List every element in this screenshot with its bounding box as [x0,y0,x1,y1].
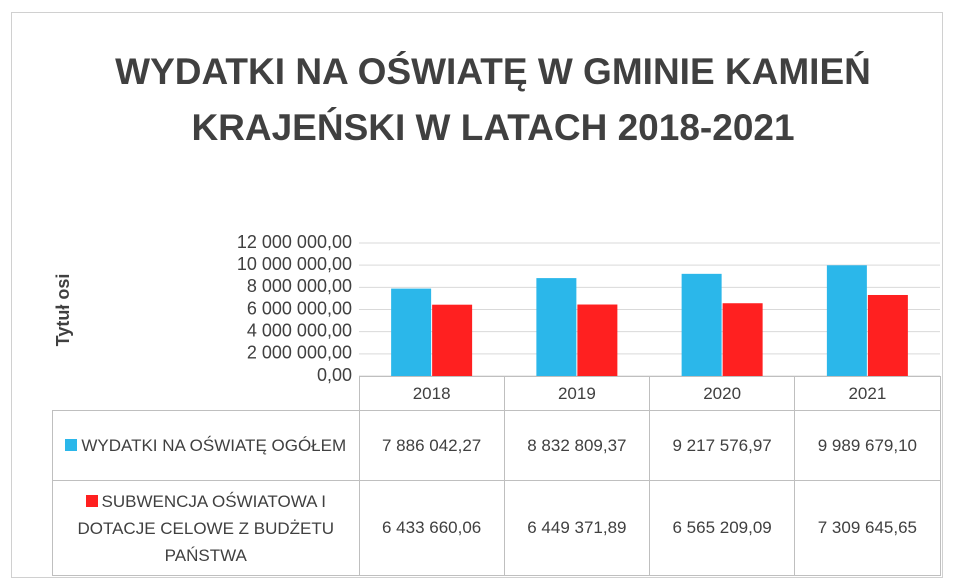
table-value: 8 832 809,37 [503,410,651,481]
table-row: SUBWENCJA OŚWIATOWA I DOTACJE CELOWE Z B… [52,480,941,576]
x-tick-label: 2018 [358,376,505,411]
bar [826,265,867,376]
y-tick-label: 12 000 000,00 [237,232,352,252]
chart-title: WYDATKI NA OŚWIATĘ W GMINIE KAMIEŃ KRAJE… [115,51,871,148]
x-tick-label: 2020 [648,376,796,411]
legend-swatch [85,494,98,507]
bar [681,273,722,376]
table-corner [52,376,360,411]
table-value: 7 309 645,65 [794,480,941,576]
y-tick-label: 4 000 000,00 [247,320,352,340]
y-tick-label: 2 000 000,00 [247,343,352,363]
table-value: 9 989 679,10 [794,410,941,481]
legend-label: WYDATKI NA OŚWIATĘ OGÓŁEM [81,436,347,455]
y-tick-label: 6 000 000,00 [247,298,352,318]
bar [391,288,432,376]
x-tick-label: 2019 [503,376,651,411]
table-value: 6 565 209,09 [648,480,796,576]
y-tick-label: 10 000 000,00 [237,254,352,274]
legend-cell: SUBWENCJA OŚWIATOWA I DOTACJE CELOWE Z B… [52,480,360,576]
table-value: 6 433 660,06 [358,480,505,576]
bar [432,304,473,376]
y-axis-label: Tytuł osi [53,274,73,347]
table-value: 9 217 576,97 [648,410,796,481]
legend-label: SUBWENCJA OŚWIATOWA I DOTACJE CELOWE Z B… [77,491,335,565]
bar [722,303,763,376]
bar [536,278,577,376]
table-row: WYDATKI NA OŚWIATĘ OGÓŁEM 7 886 042,27 8 8… [52,410,941,481]
data-table: 2018 2019 2020 2021 WYDATKI NA OŚWIATĘ OGÓŁE… [52,376,941,576]
legend-swatch [65,439,78,451]
legend-cell: WYDATKI NA OŚWIATĘ OGÓŁEM [52,410,360,481]
chart-frame [11,12,943,578]
table-value: 6 449 371,89 [503,480,651,576]
bar [577,304,618,376]
x-tick-label: 2021 [794,376,941,411]
y-tick-label: 8 000 000,00 [247,276,352,296]
table-value: 7 886 042,27 [358,410,505,481]
table-header-row: 2018 2019 2020 2021 [52,376,941,411]
bar [867,294,908,376]
